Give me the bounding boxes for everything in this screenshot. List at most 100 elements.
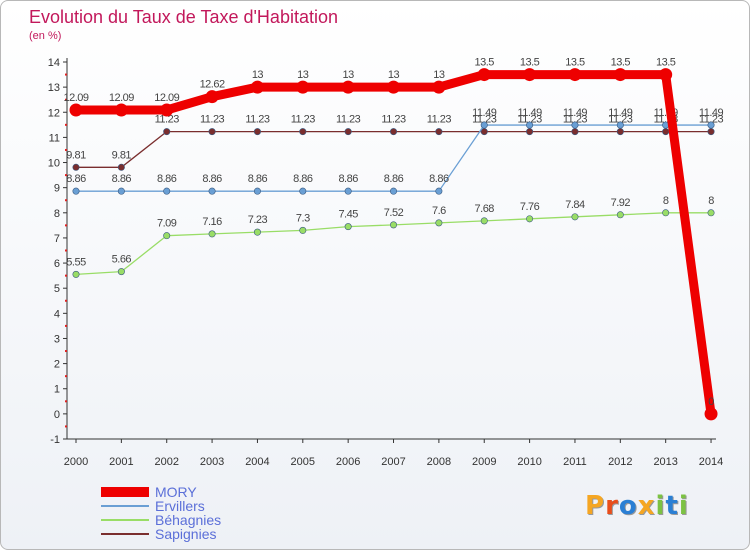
data-label-mory: 13 [388, 69, 400, 81]
y-tick-label: 0 [54, 409, 60, 421]
y-tick-label: 14 [48, 57, 60, 69]
data-point-mory [704, 407, 718, 421]
data-label-behagnies: 7.23 [248, 214, 268, 226]
data-point-sapignies [163, 128, 171, 136]
legend-swatch-behagnies [101, 519, 149, 521]
data-label-ervillers: 8.86 [202, 173, 222, 185]
logo-letter: i [655, 491, 666, 521]
data-label-behagnies: 5.66 [112, 254, 132, 266]
data-label-sapignies: 11.23 [381, 114, 406, 126]
data-point-mory [477, 68, 491, 82]
data-point-sapignies [616, 128, 624, 136]
data-label-sapignies: 11.23 [291, 114, 316, 126]
data-point-ervillers [571, 121, 579, 129]
y-minor-tick [65, 299, 67, 302]
data-point-sapignies [253, 128, 261, 136]
logo-letter: o [618, 491, 638, 521]
data-label-behagnies: 7.3 [296, 212, 310, 224]
chart-legend: MORY Ervillers Béhagnies Sapignies [101, 485, 221, 541]
data-point-behagnies [526, 215, 534, 223]
data-point-sapignies [707, 128, 715, 136]
data-label-mory: 13 [433, 69, 445, 81]
data-point-sapignies [299, 128, 307, 136]
x-tick-label: 2000 [64, 456, 88, 468]
y-tick-label: -1 [50, 434, 60, 446]
y-minor-tick [65, 274, 67, 277]
y-tick-label: 11 [49, 132, 60, 144]
data-point-behagnies [707, 209, 715, 217]
data-label-mory: 13.5 [520, 57, 540, 69]
data-point-behagnies [480, 217, 488, 225]
data-label-behagnies: 7.45 [338, 209, 358, 221]
data-label-ervillers: 8.86 [248, 173, 268, 185]
data-label-behagnies: 7.6 [432, 205, 446, 217]
data-point-sapignies [662, 128, 670, 136]
chart-subtitle: (en %) [29, 30, 62, 42]
data-label-mory: 12.62 [200, 79, 225, 91]
data-point-ervillers [72, 187, 80, 195]
data-label-mory: 13.5 [475, 57, 495, 69]
data-point-mory [114, 103, 128, 117]
y-tick-label: 13 [48, 82, 60, 94]
data-point-mory [160, 103, 174, 117]
data-point-behagnies [253, 228, 261, 236]
y-tick-label: 8 [54, 208, 60, 220]
data-label-sapignies: 9.81 [112, 149, 132, 161]
legend-swatch-mory [101, 487, 149, 497]
data-point-sapignies [435, 128, 443, 136]
y-tick-label: 12 [48, 107, 60, 119]
x-tick-label: 2011 [563, 456, 587, 468]
data-point-ervillers [435, 187, 443, 195]
data-label-ervillers: 11.49 [517, 107, 542, 119]
y-tick-label: 2 [54, 359, 60, 371]
y-minor-tick [65, 400, 67, 403]
data-point-mory [296, 80, 310, 94]
data-label-sapignies: 11.23 [155, 114, 180, 126]
logo-letter: x [637, 491, 656, 521]
data-point-ervillers [163, 187, 171, 195]
data-label-sapignies: 11.23 [608, 114, 633, 126]
data-point-behagnies [208, 230, 216, 238]
data-point-sapignies [526, 128, 534, 136]
legend-label-sapignies: Sapignies [155, 526, 217, 542]
data-point-behagnies [163, 232, 171, 240]
x-tick-label: 2012 [608, 456, 632, 468]
data-label-ervillers: 8.86 [293, 173, 313, 185]
data-label-mory: 12.09 [109, 92, 134, 104]
legend-item-behagnies: Béhagnies [101, 513, 221, 527]
data-label-mory: 13 [343, 69, 355, 81]
data-label-sapignies: 11.23 [517, 114, 542, 126]
y-minor-tick [65, 199, 67, 202]
data-label-sapignies: 11.23 [245, 114, 270, 126]
data-label-sapignies: 11.23 [563, 114, 588, 126]
x-tick-label: 2010 [517, 456, 541, 468]
data-label-behagnies: 7.76 [520, 201, 540, 213]
data-point-ervillers [390, 187, 398, 195]
data-point-mory [659, 68, 673, 82]
x-tick-label: 2013 [653, 456, 677, 468]
y-tick-label: 3 [54, 333, 60, 345]
series-line-sapignies [75, 130, 712, 168]
data-point-mory [341, 80, 355, 94]
data-point-behagnies [72, 270, 80, 278]
data-point-mory [205, 90, 219, 104]
x-tick-label: 2002 [154, 456, 178, 468]
data-point-sapignies [117, 163, 125, 171]
data-label-behagnies: 5.55 [66, 256, 86, 268]
data-label-sapignies: 11.23 [336, 114, 361, 126]
data-label-mory: 12.09 [154, 92, 179, 104]
data-point-ervillers [707, 121, 715, 129]
data-label-ervillers: 11.49 [608, 107, 633, 119]
data-point-mory [523, 68, 537, 82]
data-point-mory [69, 103, 83, 117]
x-tick-label: 2014 [699, 456, 723, 468]
data-label-behagnies: 7.84 [565, 199, 585, 211]
data-point-behagnies [344, 223, 352, 231]
data-point-sapignies [390, 128, 398, 136]
data-label-mory: 13.5 [565, 57, 585, 69]
data-point-behagnies [616, 211, 624, 219]
y-minor-tick [65, 73, 67, 76]
chart-title: Evolution du Taux de Taxe d'Habitation [29, 7, 338, 27]
x-tick-label: 2008 [427, 456, 451, 468]
